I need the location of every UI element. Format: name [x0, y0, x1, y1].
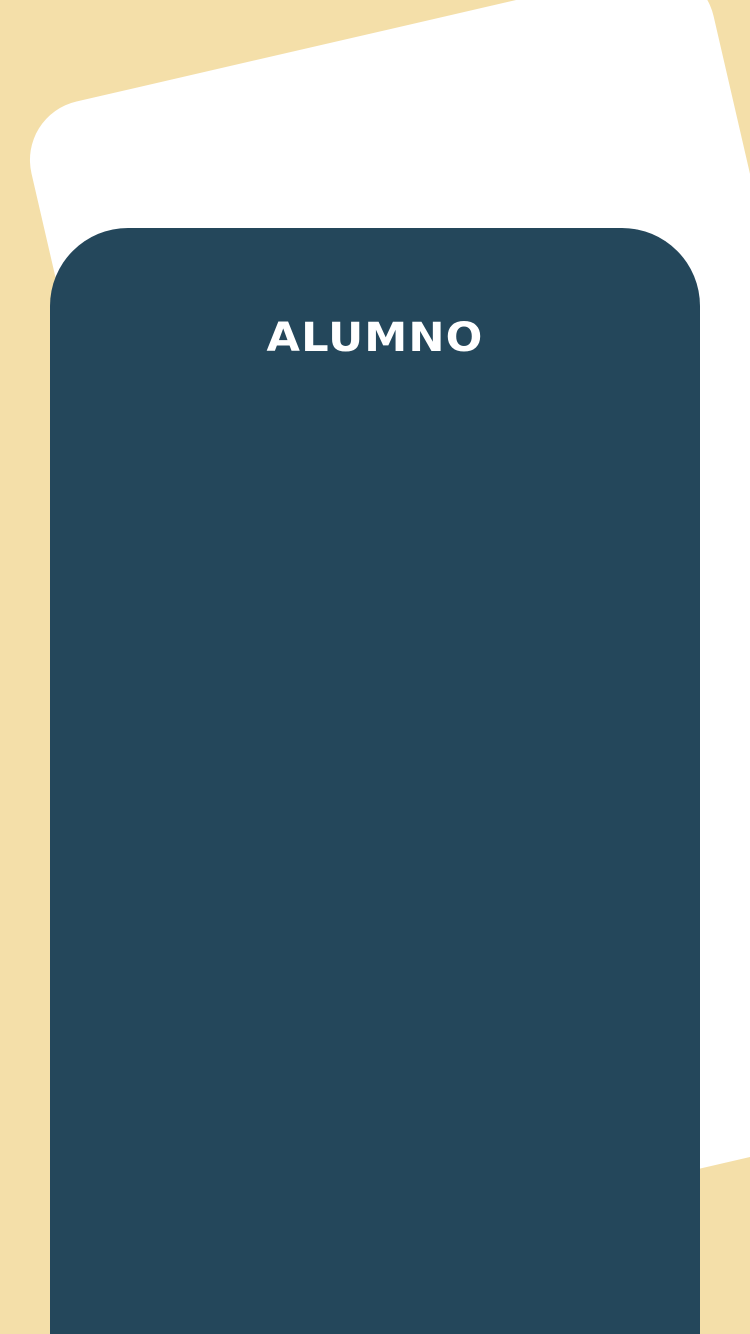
student-card-title: ALUMNO	[266, 315, 484, 361]
student-card: ALUMNO	[50, 228, 700, 1334]
